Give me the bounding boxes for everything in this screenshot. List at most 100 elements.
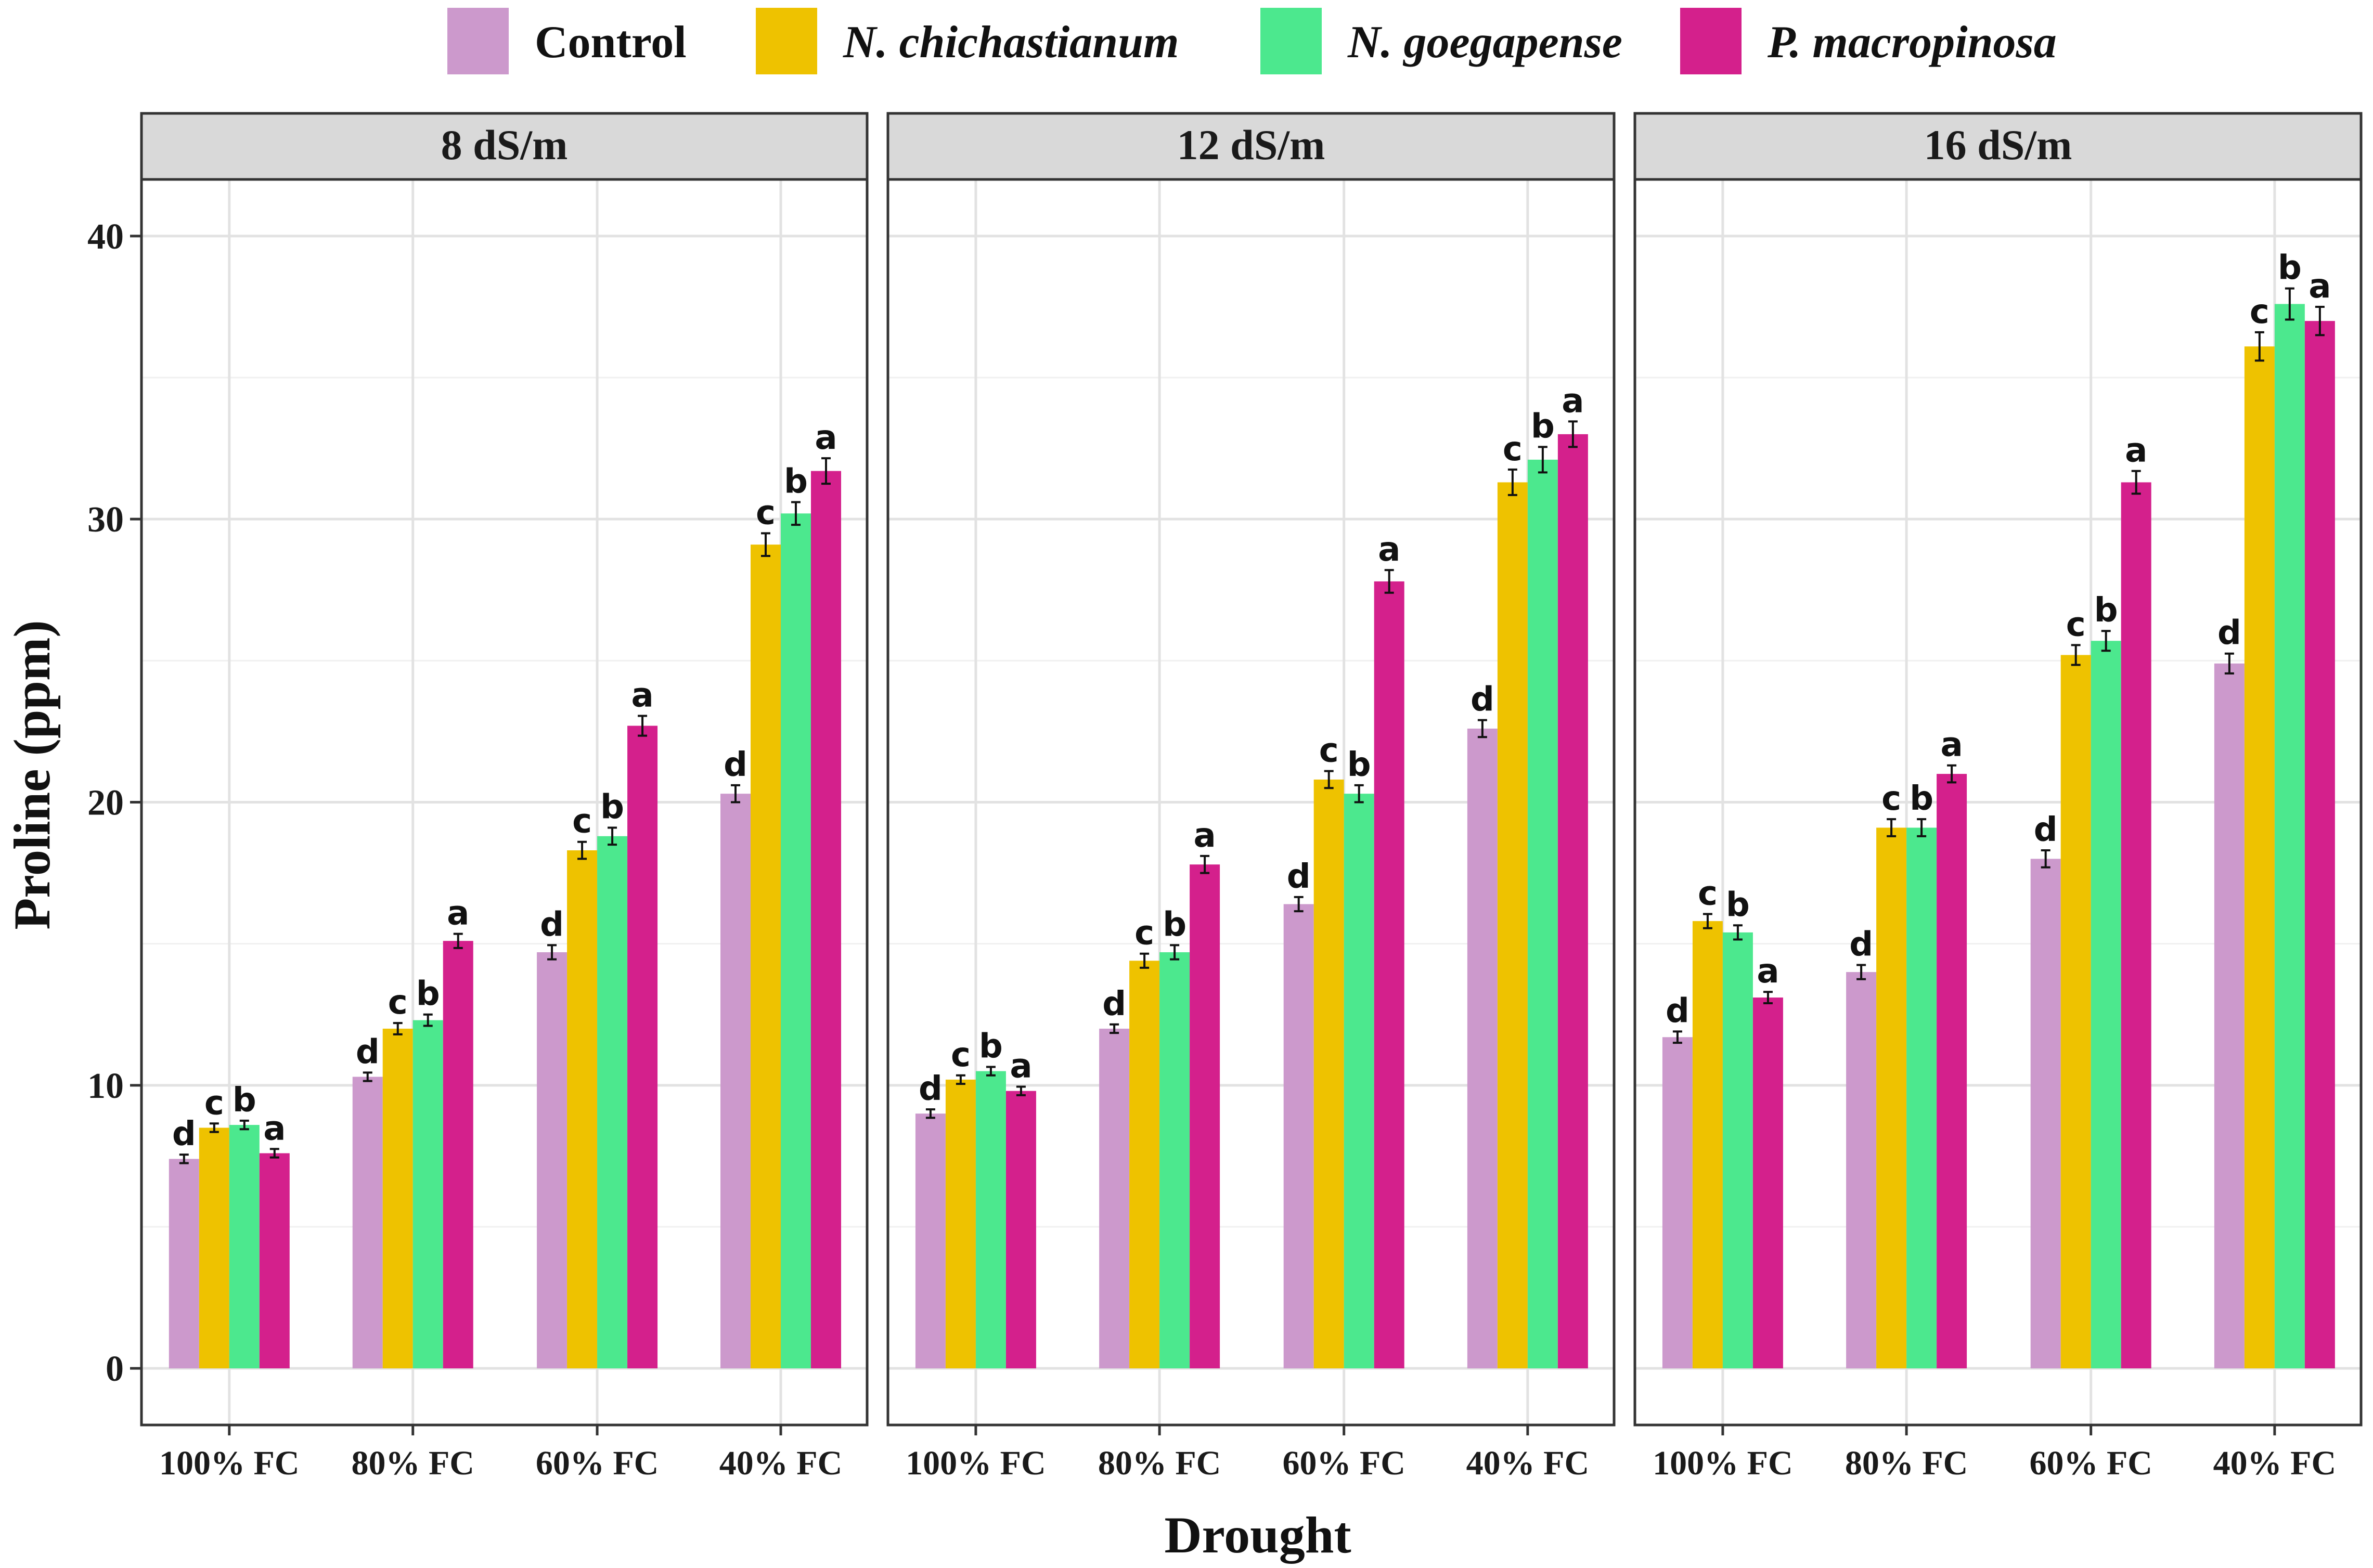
bar	[1692, 921, 1723, 1369]
error-bar	[730, 784, 740, 804]
error-bar	[2131, 470, 2141, 495]
error-bar	[1200, 854, 1210, 874]
x-tick-label: 100% FC	[159, 1444, 299, 1482]
bar	[810, 471, 841, 1369]
bar	[1846, 972, 1877, 1369]
bar	[720, 794, 751, 1369]
panel-border	[1633, 178, 2363, 1427]
error-bar	[791, 501, 801, 526]
bar	[1527, 459, 1558, 1369]
error-bar	[179, 1154, 189, 1164]
error-bar	[608, 826, 617, 846]
legend-label: P. macropinosa	[1767, 17, 2057, 68]
significance-letter: b	[416, 975, 440, 1014]
error-bar	[1507, 468, 1517, 496]
error-bar	[2071, 644, 2081, 666]
significance-letter: d	[2217, 614, 2241, 653]
error-bar	[1477, 719, 1487, 738]
x-tick-label: 80% FC	[351, 1444, 474, 1482]
error-bar	[925, 1108, 935, 1119]
error-bar	[1354, 784, 1364, 804]
bar	[1937, 774, 1967, 1369]
significance-letter: d	[172, 1115, 196, 1154]
significance-letter: d	[356, 1033, 380, 1071]
bar	[2274, 304, 2305, 1369]
error-bar	[1294, 896, 1304, 913]
legend-swatch	[447, 8, 509, 74]
error-bar	[209, 1122, 219, 1133]
significance-letter: a	[447, 895, 469, 933]
bar	[1374, 581, 1404, 1369]
facet-strip	[1633, 112, 2363, 181]
bar	[1876, 827, 1907, 1369]
bar	[1129, 961, 1160, 1369]
significance-letter: a	[2308, 267, 2331, 306]
bar	[169, 1159, 199, 1369]
x-tick-label: 100% FC	[1653, 1444, 1792, 1482]
bar	[382, 1028, 413, 1369]
legend-item: N. goegapense	[1260, 8, 1622, 74]
y-axis: 0 10 20 30 40	[87, 217, 141, 1389]
bar	[567, 850, 598, 1369]
bar	[780, 513, 811, 1369]
significance-letter: b	[1347, 746, 1371, 784]
error-bar	[269, 1148, 279, 1159]
bar	[1005, 1091, 1036, 1369]
significance-letter: c	[1698, 875, 1718, 913]
x-tick-label: 40% FC	[719, 1444, 842, 1482]
significance-letter: d	[1666, 992, 1690, 1030]
significance-letter: c	[572, 802, 592, 841]
error-bar	[453, 932, 463, 949]
error-bar	[1568, 420, 1578, 448]
error-bar	[1917, 818, 1927, 837]
y-tick-label: 40	[87, 217, 124, 257]
significance-letter: c	[2066, 605, 2086, 644]
significance-letter: c	[1503, 430, 1523, 469]
significance-letter: a	[1378, 530, 1400, 569]
significance-letter: d	[1102, 985, 1126, 1023]
significance-letter: a	[2125, 432, 2147, 470]
bar	[1159, 952, 1190, 1369]
bar	[1190, 864, 1220, 1369]
x-axis-title: Drought	[1164, 1506, 1351, 1564]
bar	[352, 1077, 383, 1369]
error-bar	[986, 1066, 996, 1077]
error-bar	[2254, 331, 2264, 362]
bar	[259, 1153, 290, 1369]
significance-letter: d	[724, 746, 747, 784]
bar	[2304, 321, 2335, 1369]
error-bar	[1887, 818, 1897, 837]
significance-letter: b	[2094, 591, 2118, 630]
error-bar	[2101, 630, 2111, 652]
facet-title: 8 dS/m	[441, 121, 568, 169]
facet-title: 16 dS/m	[1924, 121, 2072, 169]
error-bar	[393, 1022, 403, 1035]
significance-letter: c	[1134, 914, 1154, 953]
significance-letter: b	[2278, 249, 2302, 288]
error-bar	[1110, 1023, 1119, 1034]
error-bar	[1763, 991, 1773, 1004]
significance-letter: a	[1562, 382, 1584, 420]
significance-letter: d	[1471, 681, 1494, 719]
bar	[199, 1128, 229, 1369]
significance-letter: d	[1849, 925, 1873, 964]
bar	[2244, 346, 2275, 1369]
significance-letter: a	[1010, 1047, 1032, 1086]
significance-letter: c	[2250, 293, 2269, 331]
error-bar	[1703, 913, 1712, 929]
x-tick-label: 60% FC	[1282, 1444, 1405, 1482]
bar	[750, 545, 781, 1369]
bar	[915, 1113, 946, 1369]
bar	[2060, 655, 2091, 1369]
y-tick-label: 10	[87, 1066, 124, 1106]
error-bar	[1384, 569, 1394, 594]
significance-letter: b	[1910, 780, 1933, 818]
error-bar	[2224, 652, 2234, 675]
significance-letter: d	[919, 1070, 943, 1108]
bar	[443, 941, 473, 1369]
bar	[1099, 1028, 1130, 1369]
bar	[1467, 728, 1498, 1369]
significance-letter: a	[631, 676, 653, 715]
legend-label: N. goegapense	[1347, 17, 1622, 68]
